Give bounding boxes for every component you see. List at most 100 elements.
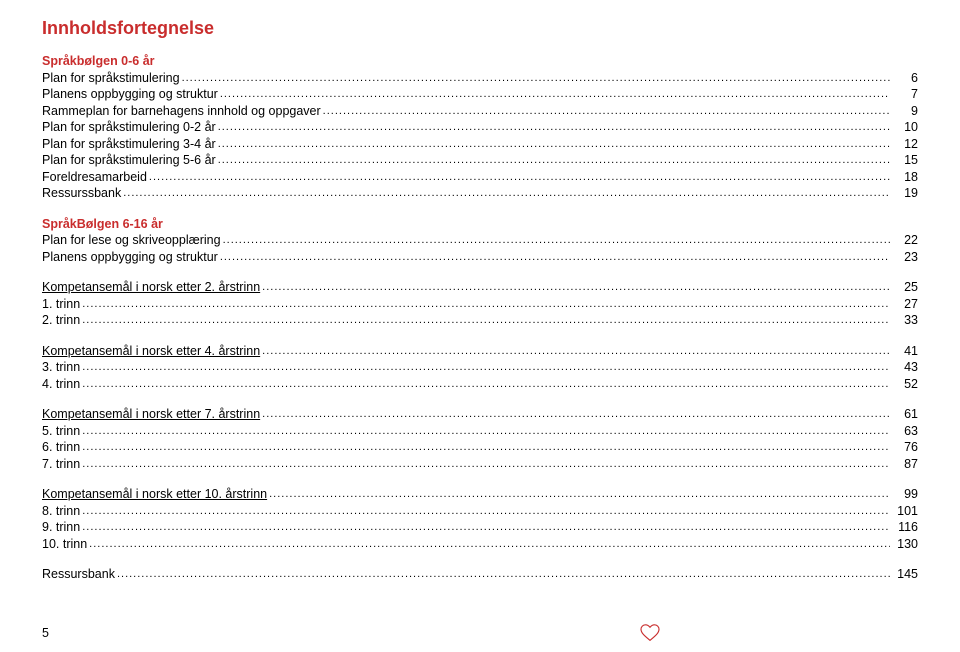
toc-leader-dots [82,504,890,519]
toc-label: 6. trinn [42,439,82,456]
toc-leader-dots [223,233,890,248]
toc-label: Plan for språkstimulering [42,70,182,87]
toc-page-number: 33 [890,312,918,329]
toc-page-number: 12 [890,136,918,153]
toc-leader-dots [220,250,890,265]
toc-label: Plan for språkstimulering 3-4 år [42,136,218,153]
toc-label: 7. trinn [42,456,82,473]
section-gap [42,472,918,486]
toc-row: Foreldresamarbeid 18 [42,169,918,186]
toc-label: 8. trinn [42,503,82,520]
section-head: Språkbølgen 0-6 år [42,53,918,70]
toc-label: 4. trinn [42,376,82,393]
toc-label: 2. trinn [42,312,82,329]
toc-page-number: 22 [890,232,918,249]
toc-leader-dots [262,280,890,295]
toc-label: Kompetansemål i norsk etter 4. årstrinn [42,343,262,360]
toc-label: 3. trinn [42,359,82,376]
toc-row: Ressursbank 145 [42,566,918,583]
toc-row: 3. trinn 43 [42,359,918,376]
page: Innholdsfortegnelse Språkbølgen 0-6 årPl… [0,0,960,652]
toc-leader-dots [89,537,890,552]
toc-leader-dots [82,520,890,535]
page-number: 5 [42,626,49,640]
toc-leader-dots [262,407,890,422]
toc-leader-dots [149,170,890,185]
toc-page-number: 87 [890,456,918,473]
toc-label: Ressurssbank [42,185,123,202]
toc-row: 4. trinn 52 [42,376,918,393]
section-gap [42,392,918,406]
toc-page-number: 19 [890,185,918,202]
toc-page-number: 18 [890,169,918,186]
toc-row: 5. trinn 63 [42,423,918,440]
toc-row: Kompetansemål i norsk etter 7. årstrinn6… [42,406,918,423]
toc-label: 1. trinn [42,296,82,313]
toc-row: Kompetansemål i norsk etter 2. årstrinn2… [42,279,918,296]
toc-label: Kompetansemål i norsk etter 10. årstrinn [42,486,269,503]
section-gap [42,329,918,343]
heart-icon [640,624,660,642]
toc-label: 10. trinn [42,536,89,553]
toc-leader-dots [218,153,890,168]
toc-row: 9. trinn116 [42,519,918,536]
page-title: Innholdsfortegnelse [42,18,918,39]
toc-label: Planens oppbygging og struktur [42,249,220,266]
toc-leader-dots [262,344,890,359]
toc-leader-dots [117,567,890,582]
toc-leader-dots [220,87,890,102]
toc-page-number: 15 [890,152,918,169]
toc-page-number: 76 [890,439,918,456]
toc-leader-dots [218,137,890,152]
toc-page-number: 99 [890,486,918,503]
toc-page-number: 41 [890,343,918,360]
toc-leader-dots [123,186,890,201]
toc-leader-dots [82,440,890,455]
toc-page-number: 145 [890,566,918,583]
toc-leader-dots [323,104,890,119]
toc-leader-dots [82,377,890,392]
section-gap [42,552,918,566]
toc-row: Ressurssbank 19 [42,185,918,202]
toc-page-number: 52 [890,376,918,393]
toc-row: 7. trinn 87 [42,456,918,473]
toc-label: 5. trinn [42,423,82,440]
toc-row: Rammeplan for barnehagens innhold og opp… [42,103,918,120]
toc-row: 10. trinn 130 [42,536,918,553]
toc-row: 8. trinn 101 [42,503,918,520]
toc-leader-dots [82,424,890,439]
toc-row: Plan for språkstimulering 3-4 år 12 [42,136,918,153]
toc-label: Ressursbank [42,566,117,583]
toc-row: Plan for språkstimulering 0-2 år10 [42,119,918,136]
toc-label: Plan for språkstimulering 5-6 år [42,152,218,169]
toc-row: Plan for språkstimulering 6 [42,70,918,87]
toc-page-number: 130 [890,536,918,553]
section-gap [42,202,918,216]
toc-page-number: 101 [890,503,918,520]
toc-label: 9. trinn [42,519,82,536]
toc-label: Planens oppbygging og struktur [42,86,220,103]
toc-label: Foreldresamarbeid [42,169,149,186]
toc-label: Kompetansemål i norsk etter 2. årstrinn [42,279,262,296]
toc-leader-dots [269,487,890,502]
toc-row: Planens oppbygging og struktur23 [42,249,918,266]
toc-row: Kompetansemål i norsk etter 10. årstrinn… [42,486,918,503]
toc-row: Plan for lese og skriveopplæring 22 [42,232,918,249]
toc-leader-dots [82,360,890,375]
toc-label: Plan for lese og skriveopplæring [42,232,223,249]
toc-leader-dots [182,71,890,86]
toc-page-number: 9 [890,103,918,120]
toc-leader-dots [218,120,890,135]
toc-row: Kompetansemål i norsk etter 4. årstrinn 4… [42,343,918,360]
toc-page-number: 6 [890,70,918,87]
toc-leader-dots [82,457,890,472]
toc-row: Plan for språkstimulering 5-6 år 15 [42,152,918,169]
toc-page-number: 63 [890,423,918,440]
toc-page-number: 27 [890,296,918,313]
toc-page-number: 7 [890,86,918,103]
toc-label: Plan for språkstimulering 0-2 år [42,119,218,136]
toc-page-number: 43 [890,359,918,376]
toc-row: Planens oppbygging og struktur 7 [42,86,918,103]
section-head: SpråkBølgen 6-16 år [42,216,918,233]
toc-row: 6. trinn 76 [42,439,918,456]
